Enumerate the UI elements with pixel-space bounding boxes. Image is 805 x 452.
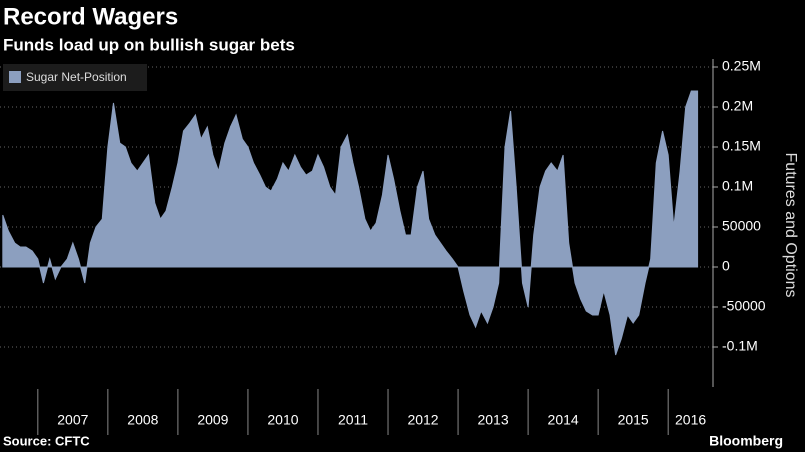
x-tick-label: 2008	[127, 412, 158, 428]
x-tick-label: 2013	[477, 412, 508, 428]
y-tick-label: 50000	[722, 218, 761, 234]
legend-label: Sugar Net-Position	[26, 70, 127, 84]
area	[2, 90, 699, 356]
y-tick-label: 0.1M	[722, 178, 753, 194]
y-tick-label: 0.2M	[722, 98, 753, 114]
x-tick-label: 2009	[197, 412, 228, 428]
chart-subtitle: Funds load up on bullish sugar bets	[3, 35, 295, 54]
y-tick-label: -0.1M	[722, 338, 758, 354]
x-tick-label: 2010	[267, 412, 298, 428]
chart-title: Record Wagers	[3, 3, 178, 30]
y-axis-label: Futures and Options	[782, 153, 799, 298]
x-tick-label: 2011	[338, 412, 368, 428]
x-tick-label: 2016	[675, 412, 706, 428]
y-tick-label: 0.15M	[722, 138, 761, 154]
y-tick-label: 0	[722, 258, 730, 274]
y-tick-label: -50000	[722, 298, 766, 314]
x-tick-label: 2007	[57, 412, 88, 428]
source: Source: CFTC	[3, 433, 90, 448]
x-tick-label: 2015	[618, 412, 649, 428]
y-tick-label: 0.25M	[722, 58, 761, 74]
brand: Bloomberg	[709, 433, 783, 449]
legend-swatch	[9, 71, 21, 83]
x-tick-label: 2014	[548, 412, 579, 428]
x-tick-label: 2012	[407, 412, 438, 428]
legend-box	[3, 64, 147, 91]
